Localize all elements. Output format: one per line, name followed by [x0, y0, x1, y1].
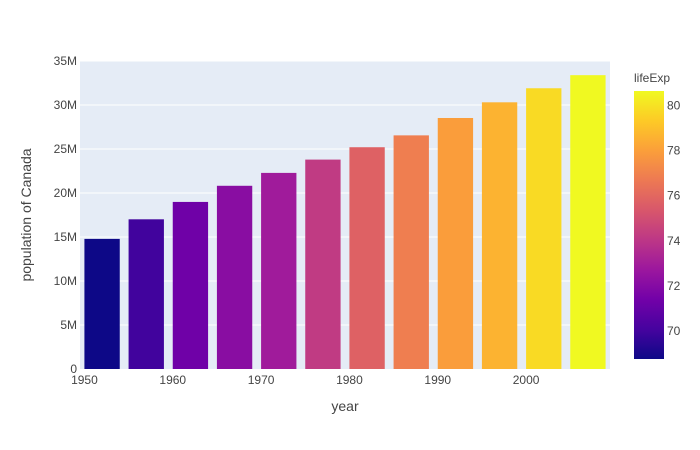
- x-tick-label: 1980: [336, 373, 363, 387]
- colorbar-tick-labels: 70 72 74 76 78 80: [667, 99, 681, 338]
- y-tick-label: 15M: [54, 230, 77, 244]
- y-gridlines: [80, 60, 610, 326]
- x-tick-label: 1950: [71, 373, 98, 387]
- colorbar-title: lifeExp: [634, 71, 670, 85]
- y-axis-title: population of Canada: [18, 148, 34, 281]
- colorbar-tick-label: 76: [667, 189, 681, 203]
- bar-1967: [216, 185, 253, 369]
- y-tick-label: 30M: [54, 98, 77, 112]
- x-axis-title: year: [331, 398, 359, 414]
- plot-background: [80, 61, 610, 369]
- colorbar: [634, 91, 664, 359]
- bar-1987: [393, 135, 429, 369]
- y-tick-label: 10M: [54, 274, 77, 288]
- y-tick-label: 20M: [54, 186, 77, 200]
- bar-1992: [437, 117, 474, 369]
- bar-2007: [570, 75, 606, 370]
- bar-1952: [84, 238, 120, 369]
- colorbar-tick-label: 70: [667, 324, 681, 338]
- x-tick-labels: 1950 1960 1970 1980 1990 2000: [71, 373, 540, 387]
- y-tick-label: 35M: [54, 54, 77, 68]
- colorbar-tick-label: 80: [667, 99, 681, 113]
- bar-1972: [261, 172, 297, 369]
- bar-1962: [172, 201, 209, 369]
- colorbar-tick-label: 72: [667, 279, 681, 293]
- x-tick-label: 1990: [424, 373, 451, 387]
- x-tick-label: 2000: [513, 373, 540, 387]
- y-tick-label: 0: [70, 362, 77, 376]
- x-tick-label: 1960: [159, 373, 186, 387]
- bars: [84, 75, 606, 370]
- y-tick-label: 25M: [54, 142, 77, 156]
- bar-1982: [349, 147, 385, 369]
- y-tick-label: 5M: [60, 318, 77, 332]
- x-tick-label: 1970: [248, 373, 275, 387]
- bar-1997: [481, 102, 518, 369]
- y-tick-labels: 0 5M 10M 15M 20M 25M 30M 35M: [54, 54, 78, 376]
- bar-1957: [128, 219, 164, 369]
- bar-1977: [305, 159, 341, 369]
- bar-2002: [526, 88, 562, 369]
- colorbar-tick-label: 78: [667, 144, 681, 158]
- colorbar-tick-label: 74: [667, 234, 681, 248]
